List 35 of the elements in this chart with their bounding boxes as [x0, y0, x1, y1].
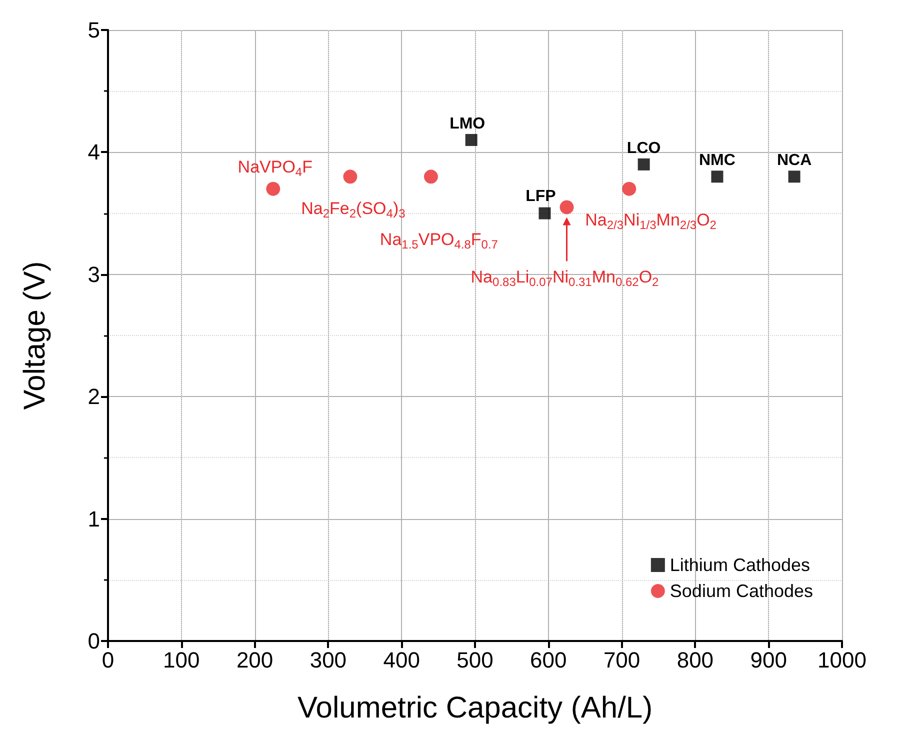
- x-tick-label: 800: [676, 648, 714, 672]
- x-tick-label: 500: [456, 648, 494, 672]
- x-tick-label: 300: [310, 648, 347, 672]
- x-axis-title: Volumetric Capacity (Ah/L): [297, 692, 653, 724]
- annotation: LCO: [626, 140, 661, 157]
- point: [424, 170, 438, 184]
- x-tick-label: 1000: [818, 648, 866, 672]
- point: [465, 134, 478, 146]
- annotation: NCA: [776, 152, 812, 170]
- point: [622, 182, 636, 196]
- legend-label: Lithium Cathodes: [670, 555, 810, 575]
- y-tick-label: 3: [88, 262, 100, 287]
- x-tick-label: 400: [383, 648, 420, 672]
- point: [266, 182, 280, 196]
- annotation: LFP: [526, 188, 556, 205]
- point: [343, 170, 358, 184]
- point: [638, 158, 650, 170]
- x-tick-label: 600: [530, 648, 567, 672]
- annotation: LMO: [450, 115, 486, 132]
- x-tick-label: 700: [603, 648, 640, 672]
- legend-label: Sodium Cathodes: [670, 581, 814, 601]
- point: [788, 170, 800, 183]
- annotation: NMC: [699, 152, 736, 170]
- point: [560, 200, 574, 214]
- y-tick-label: 0: [88, 628, 100, 654]
- x-tick-label: 200: [236, 648, 274, 672]
- point: [538, 207, 551, 220]
- x-tick-label: 900: [750, 648, 787, 672]
- y-tick-label: 1: [88, 506, 100, 532]
- point: [711, 170, 724, 183]
- y-axis-title: Voltage (V): [18, 261, 52, 410]
- y-tick-label: 2: [88, 384, 100, 410]
- y-tick-label: 4: [88, 140, 100, 165]
- x-tick-label: 100: [163, 648, 200, 672]
- y-tick-label: 5: [88, 18, 100, 42]
